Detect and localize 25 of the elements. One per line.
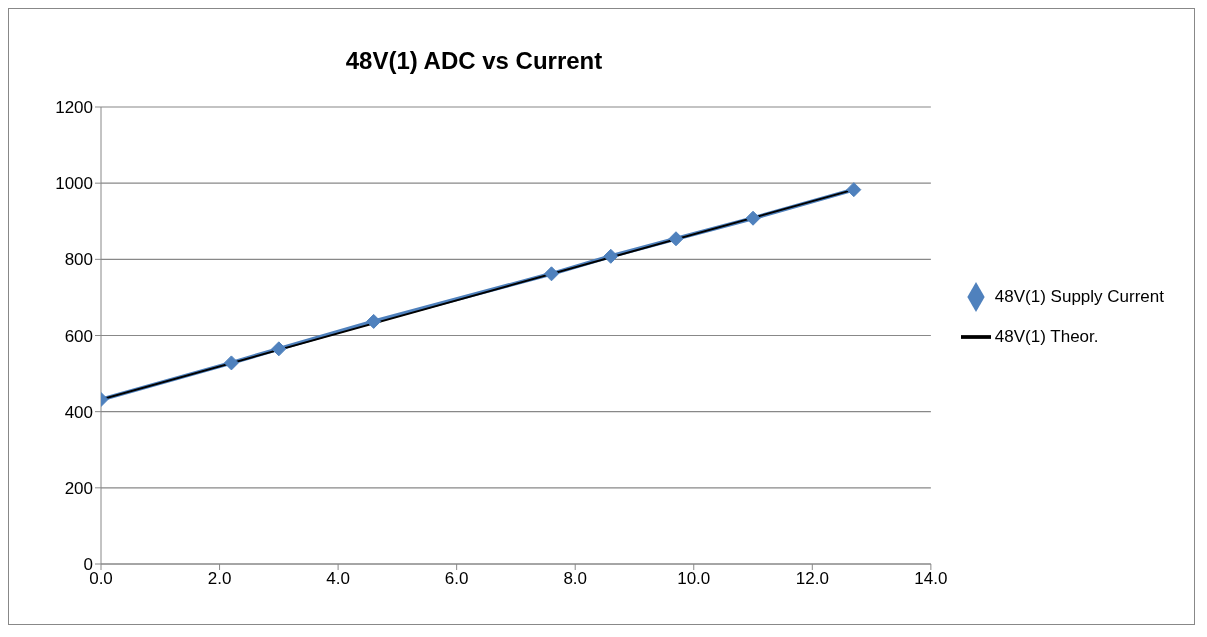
y-tick-label: 1000 bbox=[55, 174, 93, 194]
y-tick-label: 200 bbox=[64, 478, 93, 498]
x-tick-label: 4.0 bbox=[326, 569, 350, 589]
point bbox=[271, 341, 287, 357]
point bbox=[846, 182, 862, 198]
point bbox=[603, 248, 619, 264]
point bbox=[544, 266, 559, 282]
x-tick-label: 6.0 bbox=[444, 569, 469, 589]
y-tick-label: 600 bbox=[64, 326, 93, 346]
point bbox=[223, 355, 239, 371]
y-tick-label: 1200 bbox=[55, 98, 93, 118]
point bbox=[745, 210, 761, 226]
point bbox=[366, 313, 382, 329]
x-tick-label: 8.0 bbox=[563, 569, 588, 589]
x-tick-label: 12.0 bbox=[795, 569, 829, 589]
x-tick-label: 14.0 bbox=[914, 569, 948, 589]
y-tick-label: 400 bbox=[64, 402, 93, 422]
x-tick-label: 2.0 bbox=[207, 569, 232, 589]
x-tick-label: 0.0 bbox=[89, 569, 113, 589]
legend-label: 48V(1) Supply Current bbox=[994, 286, 1164, 306]
point bbox=[668, 231, 684, 247]
chart-title: 48V(1) ADC vs Current bbox=[344, 47, 604, 75]
legend-label: 48V(1) Theor. bbox=[994, 326, 1099, 346]
y-tick-label: 800 bbox=[64, 250, 93, 270]
x-tick-label: 10.0 bbox=[677, 569, 711, 589]
